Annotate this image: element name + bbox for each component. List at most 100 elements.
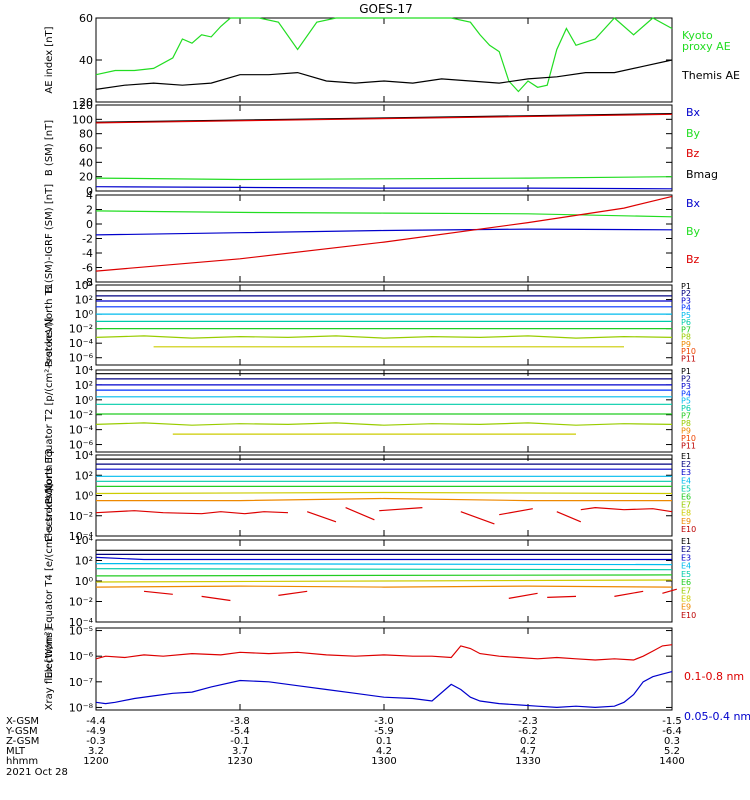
elec_t4-series-e3 — [95, 556, 672, 561]
bsm-ytick-label: 80 — [79, 128, 93, 141]
bsm-ytick-label: 0 — [86, 185, 93, 198]
prot_t1-ytick-label: 10⁴ — [75, 279, 94, 292]
elec_t3-legend-entry: E5 — [681, 484, 691, 493]
prot_t2-ytick-label: 10² — [75, 379, 93, 392]
elec_t4-ylabel: Electrons Equator T4 [e/(cm²-s-sr-keV)] — [44, 483, 55, 678]
bdiff-legend-entry: By — [686, 225, 701, 238]
prot_t2-legend-entry: P11 — [681, 441, 696, 450]
prot_t1-series-p8 — [95, 335, 673, 339]
chart-title: GOES-17 — [359, 2, 413, 16]
prot_t2-legend-entry: P8 — [681, 419, 691, 428]
ephemeris-value: 5.2 — [664, 746, 680, 757]
elec_t3-frame — [95, 454, 673, 537]
prot_t2-ylabel: Protons Equator T2 [p/(cm²-s-sr-keV)] — [44, 318, 55, 505]
prot_t2-ytick-label: 10⁰ — [75, 394, 94, 407]
ephemeris-value: -3.8 — [230, 716, 250, 727]
elec_t4-legend-entry: E4 — [681, 562, 691, 571]
elec_t3-legend-entry: E6 — [681, 493, 691, 502]
prot_t1-legend-entry: P5 — [681, 311, 691, 320]
date-label: 2021 Oct 28 — [6, 767, 68, 778]
elec_t4-series-e6 — [95, 574, 673, 577]
bdiff-ytick-label: 4 — [86, 189, 93, 202]
elec_t3-legend-entry: E4 — [681, 476, 691, 485]
bsm-series-bmag — [95, 113, 673, 123]
bsm-legend-entry: Bmag — [686, 168, 718, 181]
elec_t3-legend-entry: E2 — [681, 460, 691, 469]
bsm-series-by — [95, 176, 673, 181]
prot_t2-legend-entry: P2 — [681, 374, 691, 383]
ephemeris-value: 0.3 — [664, 736, 680, 747]
bdiff-ytick-label: 2 — [86, 204, 93, 217]
elec_t4-ytick-label: 10⁻⁴ — [69, 616, 94, 629]
ephemeris-label-mlt: MLT — [6, 746, 26, 757]
prot_t1-legend-entry: P2 — [681, 289, 691, 298]
elec_t3-series-e16 — [580, 506, 673, 513]
ephemeris-value: -6.4 — [662, 726, 682, 737]
elec_t3-series-e9 — [95, 510, 289, 515]
bsm-ytick-label: 60 — [79, 142, 93, 155]
prot_t1-ytick-label: 10⁻⁴ — [69, 337, 94, 350]
prot_t2-frame — [95, 369, 673, 453]
prot_t1-legend-entry: P3 — [681, 296, 691, 305]
elec_t3-ytick-label: 10⁰ — [75, 490, 94, 503]
elec_t3-series-e7 — [95, 491, 673, 495]
elec_t3-legend-entry: E7 — [681, 501, 691, 510]
bsm-series-bx — [95, 186, 673, 190]
elec_t3-ytick-label: 10⁻² — [69, 510, 93, 523]
prot_t1-frame — [95, 284, 673, 366]
prot_t1-ytick-label: 10⁻⁶ — [69, 352, 94, 365]
prot_t2-legend-entry: P9 — [681, 426, 691, 435]
elec_t4-legend-entry: E10 — [681, 611, 696, 620]
xray-legend-entry: 0.05-0.4 nm — [684, 710, 750, 723]
ephemeris-value: -4.4 — [86, 716, 106, 727]
bdiff-legend-entry: Bz — [686, 253, 700, 266]
elec_t4-legend-entry: E8 — [681, 594, 691, 603]
ae-series-kyoto-proxy-ae — [95, 17, 673, 93]
ephemeris-value: -4.9 — [86, 726, 106, 737]
ae-legend-entry: Themis AE — [681, 69, 740, 82]
bdiff-ytick-label: -8 — [82, 276, 93, 289]
bdiff-series-bx — [95, 228, 673, 236]
bsm-legend-entry: By — [686, 127, 701, 140]
elec_t4-series-e8 — [95, 585, 673, 588]
prot_t1-ylabel: Protons North T1 — [44, 283, 55, 367]
bdiff-ytick-label: 0 — [86, 218, 93, 231]
prot_t2-ytick-label: 10⁻² — [69, 409, 93, 422]
bsm-ytick-label: 40 — [79, 156, 93, 169]
prot_t2-legend-entry: P3 — [681, 382, 691, 391]
elec_t3-series-e8 — [96, 497, 672, 502]
elec_t4-series-e5 — [95, 568, 673, 571]
ephemeris-value: -3.0 — [374, 716, 394, 727]
ae-frame — [95, 17, 673, 103]
ephemeris-value: 1400 — [659, 756, 684, 767]
ephemeris-value: 1200 — [83, 756, 108, 767]
elec_t4-ytick-label: 10⁻² — [69, 596, 93, 609]
xray-series-0-1-0-8-nm — [95, 644, 673, 661]
prot_t2-ytick-label: 10⁻⁴ — [69, 424, 94, 437]
xray-series-0-05-0-4-nm — [95, 671, 673, 709]
prot_t1-legend-entry: P6 — [681, 318, 691, 327]
elec_t3-series-e14 — [499, 508, 533, 516]
elec_t3-legend-entry: E3 — [681, 468, 691, 477]
elec_t4-series-e11 — [278, 590, 308, 596]
bdiff-frame — [95, 194, 673, 283]
ephemeris-value: 0.1 — [376, 736, 392, 747]
ephemeris-value: -0.1 — [230, 736, 250, 747]
ephemeris-value: -2.3 — [518, 716, 538, 727]
bdiff-ylabel: B (SM)-IGRF (SM) [nT] — [44, 184, 55, 293]
elec_t4-series-e7 — [95, 579, 673, 583]
ephemeris-label-y-gsm: Y-GSM — [5, 726, 38, 737]
ae-ytick-label: 60 — [79, 12, 93, 25]
elec_t4-series-e13 — [547, 595, 577, 598]
prot_t1-legend-entry: P4 — [681, 304, 691, 313]
elec_t4-legend-entry: E9 — [681, 603, 691, 612]
prot_t1-ytick-label: 10⁰ — [75, 308, 94, 321]
ephemeris-label-hhmm: hhmm — [6, 756, 38, 767]
bdiff-ytick-label: -2 — [82, 233, 93, 246]
elec_t4-ytick-label: 10⁴ — [75, 534, 94, 547]
elec_t3-legend-entry: E10 — [681, 525, 696, 534]
xray-ytick-label: 10⁻⁶ — [69, 650, 94, 663]
elec_t4-series-e4 — [95, 562, 673, 566]
ae-ytick-label: 20 — [79, 96, 93, 109]
ephemeris-value: 3.2 — [88, 746, 104, 757]
